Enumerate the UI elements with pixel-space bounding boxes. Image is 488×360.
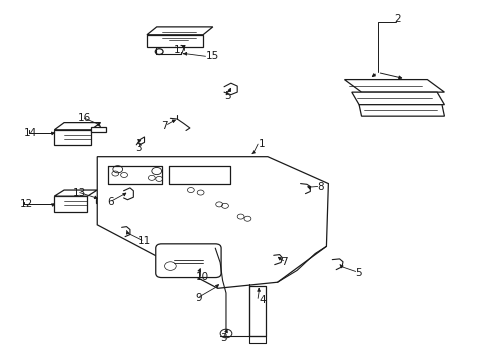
Text: 17: 17 bbox=[173, 45, 187, 55]
Text: 16: 16 bbox=[78, 113, 91, 123]
Text: 3: 3 bbox=[220, 333, 226, 343]
Text: 2: 2 bbox=[394, 14, 401, 24]
Text: 9: 9 bbox=[195, 293, 202, 303]
Polygon shape bbox=[54, 190, 97, 196]
Polygon shape bbox=[147, 35, 203, 47]
Text: 6: 6 bbox=[107, 197, 113, 207]
Text: 10: 10 bbox=[195, 272, 208, 282]
Text: 5: 5 bbox=[224, 91, 230, 101]
Polygon shape bbox=[97, 157, 328, 288]
Text: 7: 7 bbox=[281, 257, 287, 267]
Text: 12: 12 bbox=[20, 199, 33, 210]
Text: 15: 15 bbox=[205, 51, 218, 61]
Polygon shape bbox=[358, 105, 444, 116]
Text: 7: 7 bbox=[161, 121, 168, 131]
Polygon shape bbox=[147, 27, 212, 35]
Polygon shape bbox=[96, 199, 112, 203]
Polygon shape bbox=[54, 130, 91, 145]
Text: 8: 8 bbox=[317, 182, 324, 192]
Text: 14: 14 bbox=[24, 129, 37, 138]
Polygon shape bbox=[54, 196, 87, 212]
Text: 1: 1 bbox=[259, 139, 265, 149]
Text: 11: 11 bbox=[138, 236, 151, 246]
Text: 4: 4 bbox=[259, 295, 265, 305]
FancyBboxPatch shape bbox=[156, 244, 221, 278]
Text: 13: 13 bbox=[73, 188, 86, 198]
Polygon shape bbox=[91, 127, 105, 132]
Text: 3: 3 bbox=[135, 143, 141, 153]
Polygon shape bbox=[344, 80, 444, 92]
Text: 5: 5 bbox=[355, 268, 362, 278]
Polygon shape bbox=[54, 123, 101, 130]
Polygon shape bbox=[351, 92, 444, 105]
